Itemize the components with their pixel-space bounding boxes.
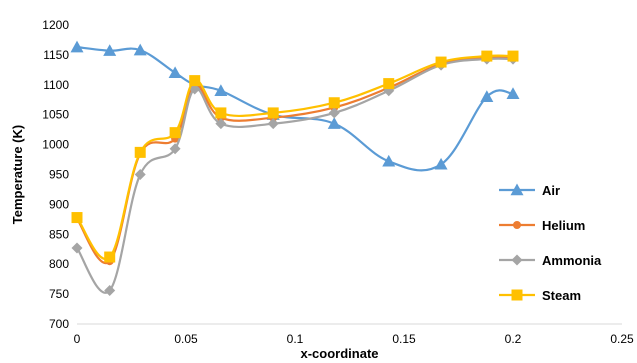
- data-point: [189, 75, 201, 87]
- data-point: [70, 40, 84, 53]
- data-point: [215, 107, 227, 119]
- legend-marker: [513, 221, 521, 229]
- data-point: [134, 169, 146, 180]
- legend-label: Helium: [542, 218, 585, 233]
- legend-marker: [510, 183, 524, 196]
- data-point: [434, 157, 448, 170]
- legend-item: Helium: [499, 218, 585, 233]
- series-air: [70, 40, 520, 172]
- y-axis-title: Temperature (K): [10, 125, 25, 224]
- data-point: [104, 251, 116, 263]
- data-point: [267, 118, 279, 130]
- data-point: [215, 118, 227, 130]
- series-layer: [70, 40, 520, 297]
- legend: Air Helium Ammonia Steam: [499, 183, 602, 303]
- y-tick-label: 900: [49, 197, 69, 211]
- series-line: [76, 56, 514, 265]
- data-point: [169, 143, 181, 155]
- legend-label: Steam: [542, 288, 581, 303]
- legend-item: Steam: [499, 288, 581, 303]
- x-axis-title: x-coordinate: [300, 346, 378, 361]
- y-axis-ticks: 700 750 800 850 900 950 1000 1050 1100 1150 1200: [42, 18, 69, 331]
- data-point: [214, 84, 228, 96]
- series-helium: [73, 53, 517, 266]
- data-point: [189, 83, 201, 95]
- data-point: [506, 87, 520, 99]
- y-tick-label: 1100: [43, 78, 69, 92]
- x-tick-label: 0.2: [505, 332, 522, 346]
- data-point: [435, 56, 447, 68]
- y-tick-label: 1150: [43, 48, 69, 62]
- legend-marker: [511, 254, 523, 266]
- y-tick-label: 1050: [42, 108, 69, 122]
- x-tick-label: 0: [74, 332, 81, 346]
- data-point: [71, 242, 83, 254]
- data-point: [382, 154, 396, 167]
- data-point: [169, 127, 181, 139]
- series-steam: [71, 50, 519, 263]
- data-point: [383, 78, 395, 90]
- x-tick-label: 0.1: [287, 332, 304, 346]
- x-tick-label: 0.05: [174, 332, 198, 346]
- x-axis-ticks: 0 0.05 0.1 0.15 0.2 0.25: [74, 332, 634, 346]
- y-tick-label: 950: [49, 168, 69, 182]
- series-ammonia: [71, 53, 519, 297]
- data-point: [133, 43, 147, 56]
- legend-item: Ammonia: [499, 253, 602, 268]
- data-point: [328, 97, 340, 109]
- y-tick-label: 700: [49, 317, 69, 331]
- x-tick-label: 0.15: [392, 332, 416, 346]
- y-tick-label: 750: [49, 287, 69, 301]
- data-point: [71, 212, 83, 224]
- data-point: [104, 285, 116, 297]
- legend-label: Ammonia: [542, 253, 602, 268]
- data-point: [103, 44, 117, 56]
- data-point: [168, 66, 182, 79]
- legend-label: Air: [542, 183, 560, 198]
- data-point: [480, 90, 494, 102]
- y-tick-label: 1000: [42, 138, 69, 152]
- data-point: [328, 107, 340, 119]
- data-point: [327, 117, 341, 129]
- y-tick-label: 1200: [42, 18, 69, 32]
- data-point: [134, 146, 146, 158]
- data-point: [507, 50, 519, 62]
- x-tick-label: 0.25: [610, 332, 634, 346]
- y-tick-label: 800: [49, 257, 69, 271]
- legend-marker: [511, 289, 523, 301]
- data-point: [481, 50, 493, 62]
- y-tick-label: 850: [49, 227, 69, 241]
- legend-item: Air: [499, 183, 560, 198]
- data-point: [267, 107, 279, 119]
